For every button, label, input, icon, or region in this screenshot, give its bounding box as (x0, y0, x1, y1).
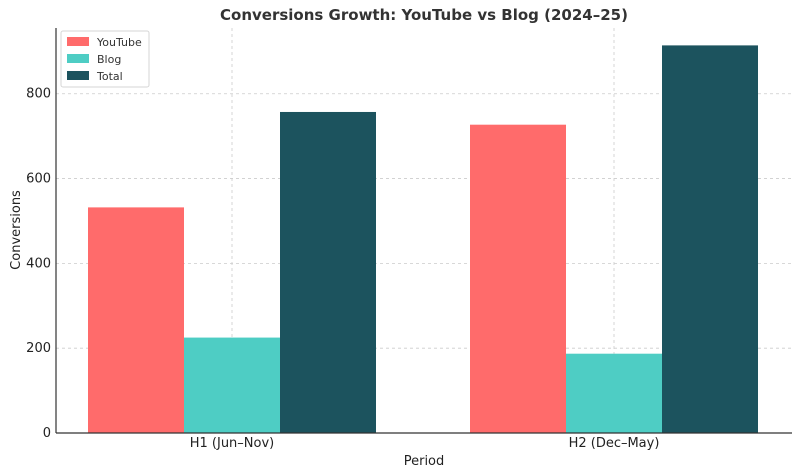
bar-youtube-1 (88, 207, 184, 433)
y-axis-label: Conversions (9, 190, 24, 270)
bar-blog-1 (184, 337, 280, 433)
y-tick-label: 800 (26, 87, 51, 102)
y-tick-label: 600 (26, 172, 51, 187)
y-tick-labels: 0 200 400 600 800 (26, 87, 51, 441)
legend-label-blog: Blog (97, 53, 121, 66)
legend-label-total: Total (96, 70, 123, 83)
y-tick-label: 200 (26, 341, 51, 356)
bar-youtube-2 (470, 124, 566, 433)
x-axis-label: Period (404, 454, 445, 469)
x-tick-label: H2 (Dec–May) (569, 436, 660, 451)
legend-swatch-youtube (67, 37, 89, 46)
bar-total-2 (662, 45, 758, 433)
bars-group (88, 45, 758, 433)
legend-swatch-blog (67, 54, 89, 63)
bar-blog-2 (566, 353, 662, 433)
chart-title: Conversions Growth: YouTube vs Blog (202… (220, 6, 628, 24)
legend-label-youtube: YouTube (96, 36, 142, 49)
x-tick-label: H1 (Jun–Nov) (190, 436, 275, 451)
y-tick-label: 400 (26, 256, 51, 271)
x-tick-labels: H1 (Jun–Nov) H2 (Dec–May) (190, 436, 660, 451)
axes (55, 28, 792, 434)
y-tick-label: 0 (43, 426, 51, 441)
legend-swatch-total (67, 71, 89, 80)
chart-legend: YouTube Blog Total (60, 30, 150, 88)
bar-total-1 (280, 111, 376, 433)
